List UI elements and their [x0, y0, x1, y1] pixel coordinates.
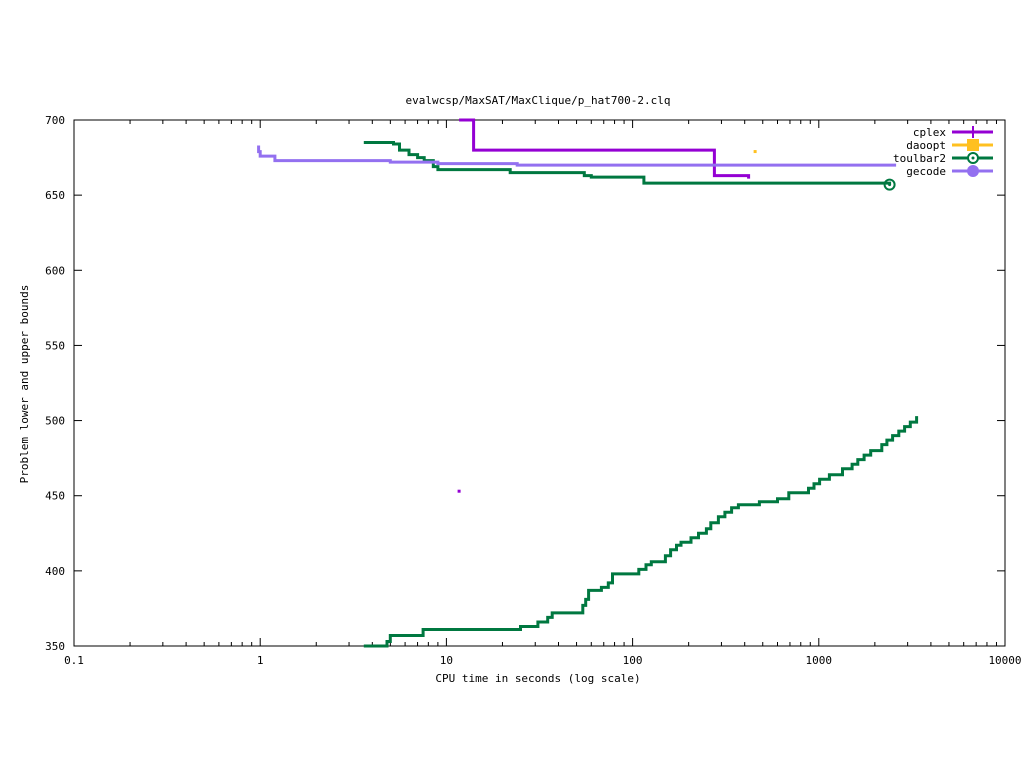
y-tick-label: 700	[45, 114, 65, 127]
cplex-data-point	[457, 489, 461, 493]
y-tick-label: 350	[45, 640, 65, 653]
legend-marker-dot-toulbar2	[971, 156, 975, 160]
legend-label-toulbar2: toulbar2	[893, 152, 946, 165]
x-tick-label: 0.1	[64, 654, 84, 667]
daoopt-data-point	[753, 150, 757, 154]
toulbar2-upper-bound-line	[363, 141, 892, 185]
cplex-upper-bound-line	[459, 118, 751, 179]
legend-label-cplex: cplex	[913, 126, 946, 139]
legend-marker-daoopt	[967, 139, 979, 151]
series-lines	[257, 118, 919, 648]
gecode-upper-bound-line	[257, 145, 897, 167]
y-axis-label: Problem lower and upper bounds	[18, 285, 31, 484]
legend-label-daoopt: daoopt	[906, 139, 946, 152]
y-tick-label: 450	[45, 490, 65, 503]
axis-ticks: 350 400 450 500 550 600 650 700 0.1 1 10 100 1000 100…	[45, 114, 1021, 667]
y-tick-label: 650	[45, 189, 65, 202]
legend-marker-cplex	[967, 126, 979, 138]
x-tick-label: 1000	[806, 654, 833, 667]
plot-frame	[73, 119, 1006, 647]
y-tick-label: 400	[45, 565, 65, 578]
x-tick-label: 10	[440, 654, 453, 667]
x-axis-label: CPU time in seconds (log scale)	[435, 672, 640, 685]
y-tick-label: 500	[45, 415, 65, 428]
toulbar2-end-marker-dot	[888, 183, 892, 187]
legend-label-gecode: gecode	[906, 165, 946, 178]
x-tick-label: 1	[257, 654, 264, 667]
x-tick-label: 10000	[988, 654, 1021, 667]
y-tick-label: 550	[45, 339, 65, 352]
y-tick-label: 600	[45, 264, 65, 277]
toulbar2-lower-bound-line	[363, 416, 919, 648]
chart-title: evalwcsp/MaxSAT/MaxClique/p_hat700-2.clq	[406, 94, 671, 107]
toulbar2-end-marker	[883, 178, 896, 191]
legend-marker-gecode	[967, 165, 979, 177]
x-tick-label: 100	[623, 654, 643, 667]
